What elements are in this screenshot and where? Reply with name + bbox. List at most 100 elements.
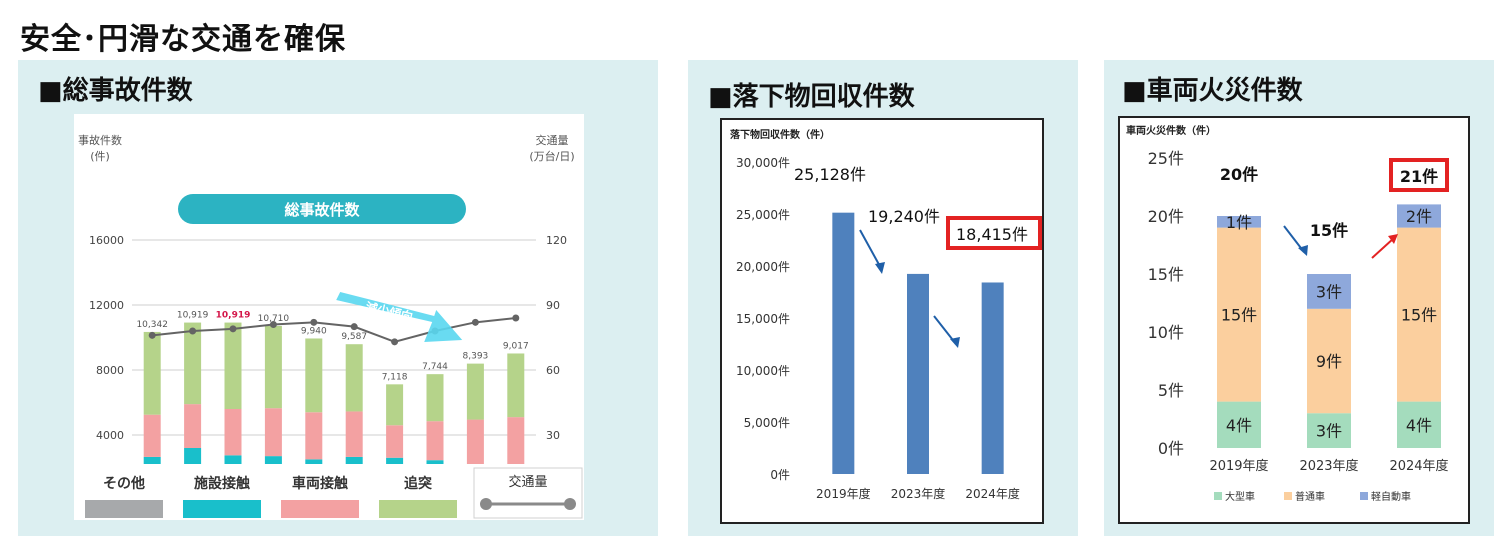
fallen-objects-chart: 落下物回収件数（件） 0件 5,000件 10,000件 15,000件 20,000件 2…: [730, 128, 1042, 501]
traffic-point: [310, 318, 318, 326]
traffic-point: [229, 325, 237, 333]
total-label: 10,919: [216, 311, 251, 321]
legend-label: 施設接触: [194, 475, 250, 492]
legend-label: その他: [103, 475, 145, 492]
bar-segment: [426, 374, 444, 422]
legend-swatch: [281, 500, 359, 518]
bar-segment: [264, 408, 282, 457]
legend-label: 交通量: [508, 474, 547, 490]
y2-tick-label: 90: [546, 299, 560, 312]
total-accidents-chart-box: 事故件数(件)交通量(万台/日)総事故件数0400080001200016000…: [74, 114, 584, 520]
chart-banner: [178, 194, 466, 224]
legend-swatch: [85, 500, 163, 518]
bar-segment: [466, 363, 484, 420]
segment-label: 4件: [1226, 416, 1252, 435]
trend-arrowhead: [875, 262, 885, 274]
traffic-line: [152, 317, 516, 343]
y2-tick-label: 30: [546, 429, 560, 442]
y-tick-label: 10件: [1148, 323, 1184, 342]
segment-label: 3件: [1316, 282, 1342, 301]
left-axis-title: 事故件数: [78, 133, 122, 147]
bar-segment: [345, 411, 363, 457]
legend-traffic-box: [473, 467, 583, 519]
bar-segment: [1217, 216, 1261, 228]
bar: [981, 282, 1004, 474]
chart-banner-text: 総事故件数: [284, 201, 360, 219]
vehicle-fires-chart-box: 車両火災件数（件） 0件 5件 10件 15件 20件 25件 4件 15件 1件 2019年度 3件…: [1118, 116, 1470, 524]
panel-vehicle-fires: ■車両火災件数 車両火災件数（件） 0件 5件 10件 15件 20件 25件 4件 15件 1件…: [1104, 60, 1494, 536]
x-tick-label: 2024年度: [1389, 458, 1448, 474]
highlight-box: [946, 216, 1042, 250]
y-tick-label: 25件: [1148, 149, 1184, 168]
legend-swatch: [1284, 492, 1292, 500]
y-tick-label: 16000: [89, 234, 124, 247]
right-axis-title: 交通量: [536, 133, 569, 147]
trend-arrow-label: 減少傾向: [364, 299, 414, 324]
bar-segment: [345, 344, 363, 412]
bar-segment: [143, 331, 161, 415]
segment-label: 2件: [1406, 207, 1432, 226]
legend-line-point: [480, 498, 492, 510]
legend-swatch: [1360, 492, 1368, 500]
bar: [832, 212, 855, 474]
total-label: 9,940: [301, 326, 327, 336]
total-label: 21件: [1400, 167, 1438, 186]
bar-segment: [466, 419, 484, 466]
segment-label: 9件: [1316, 352, 1342, 371]
bar-segment: [224, 409, 242, 456]
y-tick-label: 8000: [96, 364, 124, 377]
bar-segment: [1397, 227, 1441, 402]
y-tick-label: 15,000件: [736, 312, 790, 326]
legend-swatch: [1214, 492, 1222, 500]
fallen-objects-chart-box: 落下物回収件数（件） 0件 5,000件 10,000件 15,000件 20,000件 2…: [720, 118, 1044, 524]
panel-title-fallen-objects: ■落下物回収件数: [708, 82, 915, 112]
chart-title: 落下物回収件数（件）: [730, 128, 830, 141]
bar-segment: [1397, 401, 1441, 448]
bar-segment: [1307, 274, 1351, 309]
y-tick-label: 0件: [1158, 439, 1184, 458]
bar-segment: [1217, 401, 1261, 448]
y-tick-label: 5,000件: [744, 416, 790, 430]
y-tick-label: 20,000件: [736, 260, 790, 274]
bar-segment: [1217, 227, 1261, 402]
panel-total-accidents: ■総事故件数 事故件数(件)交通量(万台/日)総事故件数040008000120…: [18, 60, 658, 536]
bar-segment: [305, 338, 323, 413]
bar-segment: [1307, 308, 1351, 414]
chart-title: 車両火災件数（件）: [1126, 124, 1216, 137]
panel-title-vehicle-fires: ■車両火災件数: [1122, 76, 1303, 106]
y2-tick-label: 60: [546, 364, 560, 377]
legend-label: 車両接触: [292, 475, 348, 492]
legend-swatch: [183, 500, 261, 518]
traffic-point: [391, 338, 399, 346]
page-title: 安全･円滑な交通を確保: [20, 22, 346, 57]
total-label: 10,919: [177, 311, 209, 321]
value-label: 19,240件: [868, 207, 940, 226]
bar-segment: [426, 421, 444, 461]
panel-title-total-accidents: ■総事故件数: [38, 76, 193, 106]
trend-arrow: [859, 229, 883, 271]
trend-arrowhead: [1388, 234, 1398, 244]
traffic-point: [512, 314, 520, 322]
bar-segment: [224, 322, 242, 409]
bar-segment: [507, 353, 525, 418]
total-label: 7,118: [382, 372, 408, 382]
value-label: 25,128件: [794, 165, 866, 184]
y2-tick-label: 120: [546, 234, 567, 247]
traffic-point: [148, 331, 156, 339]
y-tick-label: 4000: [96, 429, 124, 442]
y-tick-label: 20件: [1148, 207, 1184, 226]
panel-fallen-objects: ■落下物回収件数 落下物回収件数（件） 0件 5,000件 10,000件 15,000…: [688, 60, 1078, 536]
highlight-box: [1389, 158, 1449, 192]
trend-arrowhead: [1298, 245, 1308, 256]
y-tick-label: 0件: [770, 468, 790, 482]
vehicle-fires-chart: 車両火災件数（件） 0件 5件 10件 15件 20件 25件 4件 15件 1件 2019年度 3件…: [1126, 124, 1449, 503]
legend-label: 軽自動車: [1371, 490, 1411, 503]
x-tick-label: 2023年度: [1299, 458, 1358, 474]
bar-segment: [143, 414, 161, 457]
legend-label: 追突: [404, 475, 432, 492]
total-label: 9,587: [341, 332, 367, 342]
legend-swatch: [379, 500, 457, 518]
trend-arrow: [336, 292, 463, 342]
segment-label: 3件: [1316, 422, 1342, 441]
bar-segment: [264, 325, 282, 409]
